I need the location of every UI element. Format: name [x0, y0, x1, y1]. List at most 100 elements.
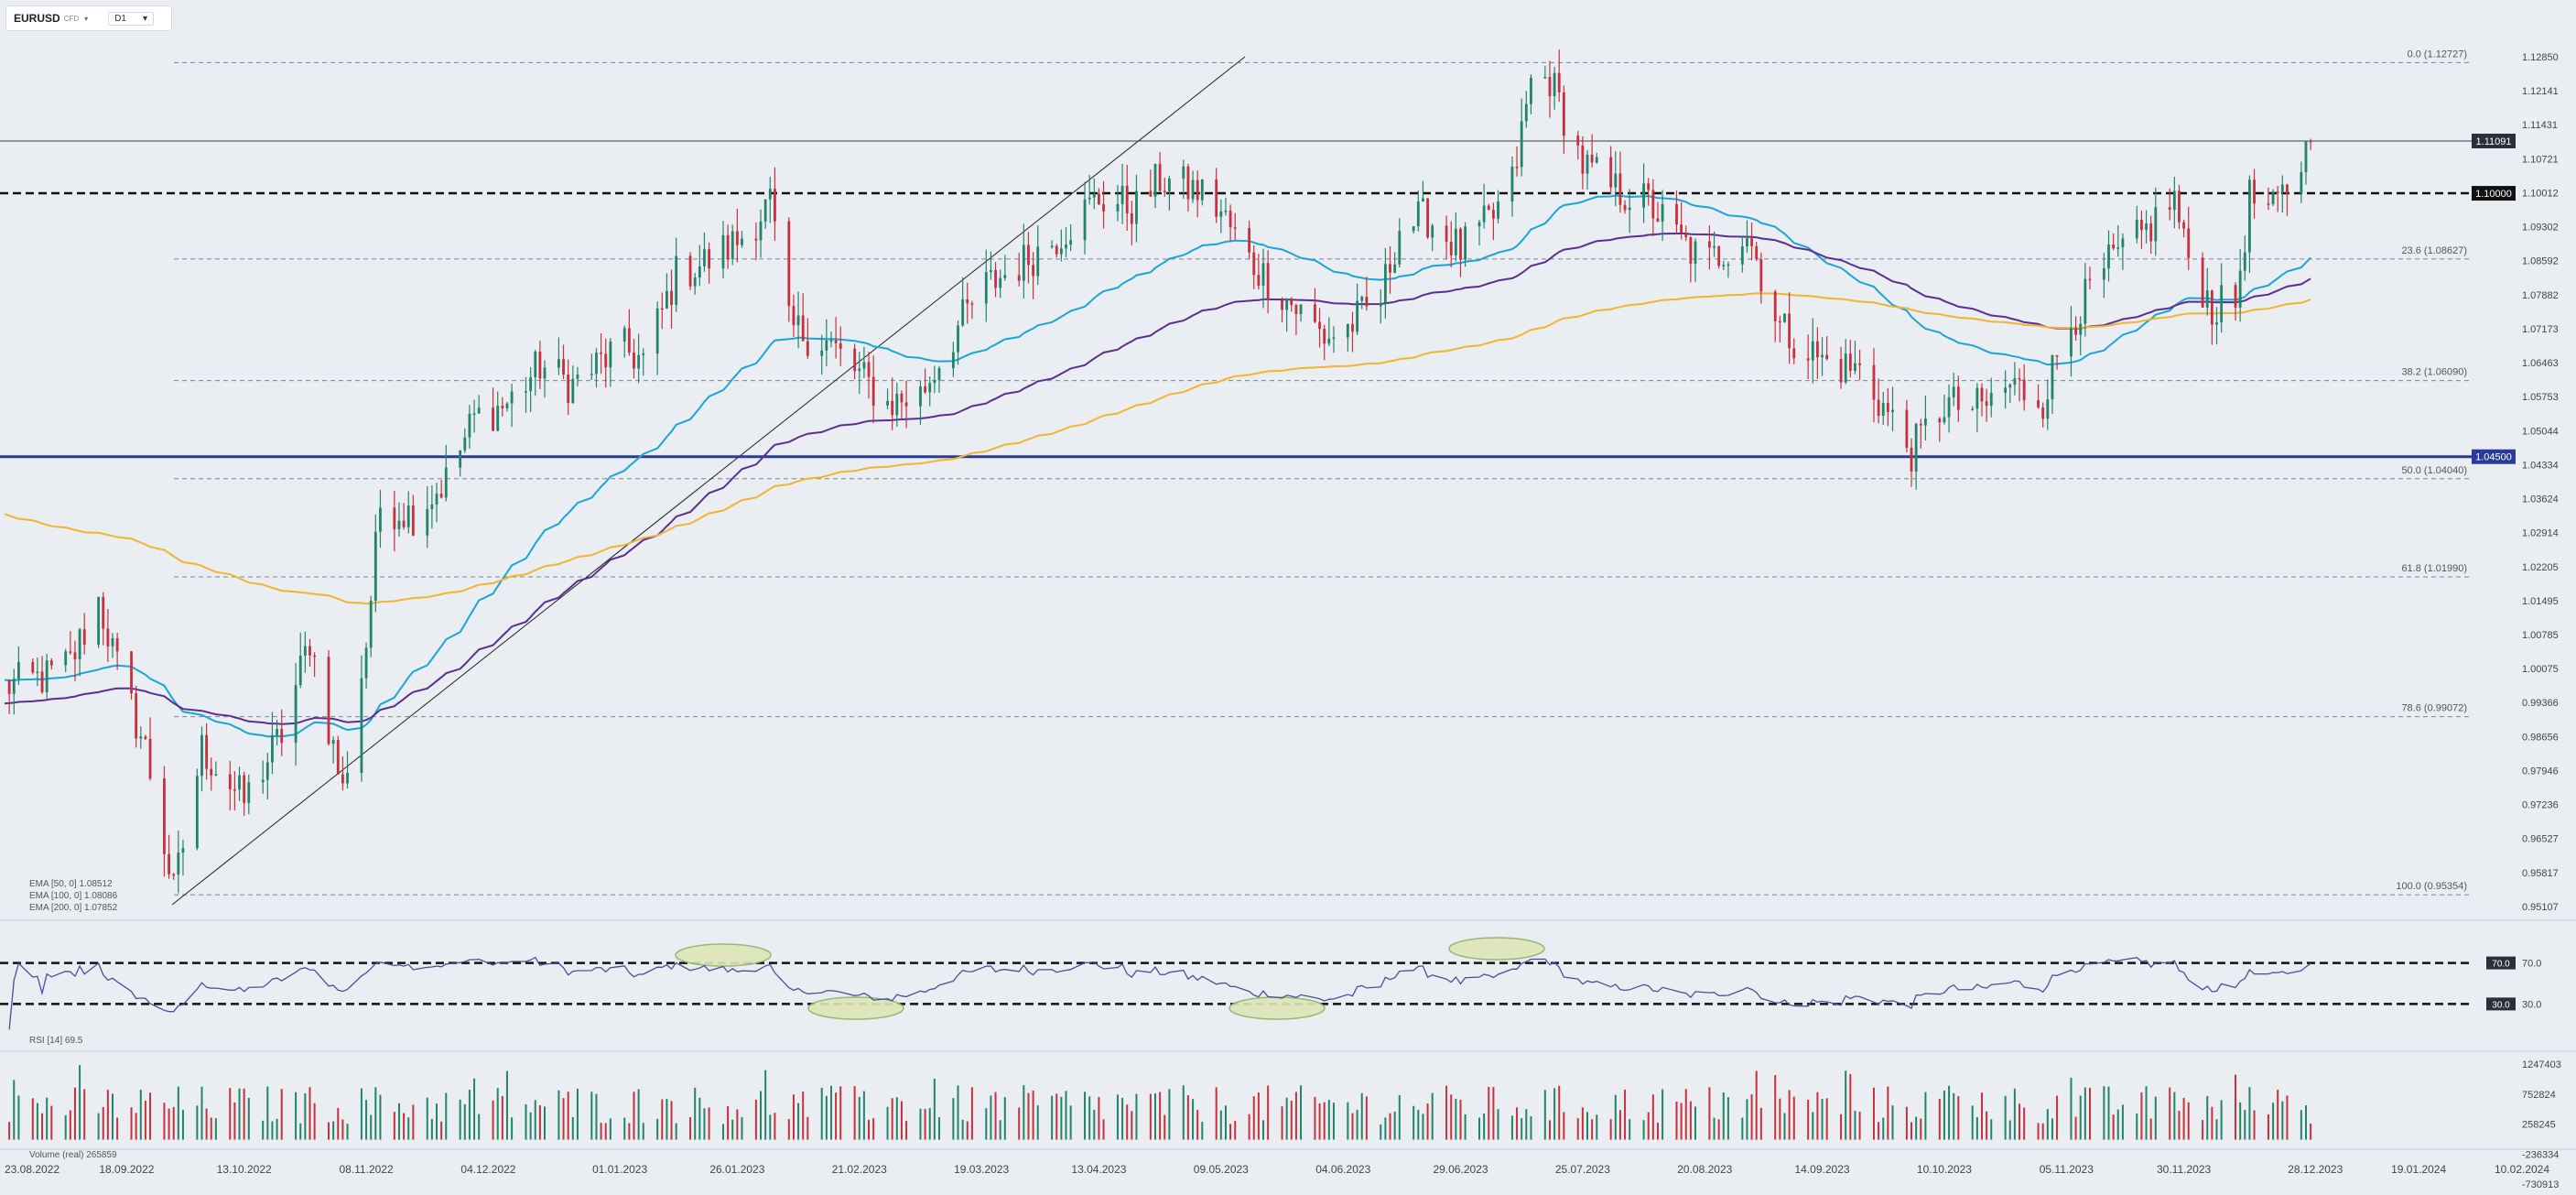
candle-body: [313, 655, 317, 657]
candle-body: [373, 531, 377, 601]
candle-body: [2004, 387, 2008, 393]
candle-body: [261, 779, 265, 783]
ema-50-line: [4, 194, 2311, 738]
candle-body: [759, 221, 763, 241]
candle-body: [2074, 328, 2078, 335]
candle-body: [369, 600, 373, 648]
fib-label: 38.2 (1.06090): [2401, 367, 2467, 378]
candle-body: [1422, 198, 1424, 202]
date-tick: 10.02.2024: [2495, 1163, 2549, 1176]
trend-line[interactable]: [171, 56, 1246, 906]
candle-body: [1614, 173, 1618, 188]
candle-body: [2037, 400, 2040, 407]
candle-body: [1356, 300, 1359, 332]
candle-body: [1642, 183, 1645, 208]
fibonacci-retracement[interactable]: 0.0 (1.12727) 23.6 (1.08627) 38.2 (1.06090…: [174, 49, 2472, 896]
candle-body: [294, 685, 298, 744]
candle-body: [1027, 244, 1030, 266]
candle-body: [1120, 185, 1124, 204]
candle-body: [801, 315, 805, 342]
candle-body: [595, 353, 598, 375]
candle-body: [919, 386, 922, 407]
candle-body: [1956, 386, 1960, 410]
candle-body: [895, 393, 899, 416]
candle-body: [1530, 77, 1532, 104]
symbol-name[interactable]: EURUSD: [14, 12, 60, 25]
candle-body: [1088, 197, 1091, 200]
candle-body: [2055, 354, 2059, 357]
candle-body: [459, 450, 462, 468]
candle-body: [1543, 77, 1547, 79]
candlesticks: [7, 49, 2312, 894]
candle-body: [463, 437, 467, 451]
candle-body: [721, 234, 725, 269]
candle-body: [970, 303, 974, 305]
date-axis[interactable]: 23.08.2022 18.09.2022 13.10.2022 08.11.2022…: [0, 1148, 2576, 1176]
candle-body: [2215, 321, 2218, 325]
candle-body: [496, 406, 500, 431]
candle-body: [1346, 323, 1349, 338]
candle-body: [853, 348, 857, 372]
price-axis[interactable]: 1.12850 1.12141 1.11431 1.10721 1.10012 1.093…: [2472, 52, 2559, 913]
candle-body: [1806, 358, 1810, 361]
candle-body: [1228, 210, 1232, 228]
candle-body: [1661, 203, 1664, 223]
price-tick: 1.00075: [2522, 664, 2559, 675]
candle-body: [40, 671, 44, 692]
candle-body: [346, 772, 349, 784]
fib-label: 61.8 (1.01990): [2401, 563, 2467, 574]
candle-body: [660, 308, 664, 310]
candle-body: [966, 299, 969, 304]
symbol-toolbar[interactable]: EURUSD CFD ▾ D1 ▾: [5, 5, 172, 31]
candle-body: [280, 729, 284, 744]
candle-body: [2172, 190, 2176, 211]
candle-body: [411, 505, 415, 536]
rsi-pane[interactable]: 70.0 70.0 30.0 30.0: [0, 919, 2576, 1030]
date-tick: 29.06.2023: [1433, 1163, 1488, 1176]
candle-body: [688, 255, 692, 287]
candle-body: [900, 393, 904, 403]
candle-body: [45, 660, 49, 692]
candle-body: [1947, 397, 1951, 418]
candle-body: [49, 660, 53, 666]
candle-body: [1858, 363, 1861, 365]
candle-body: [1149, 190, 1153, 197]
candle-body: [1497, 201, 1499, 219]
candle-body: [2201, 257, 2204, 308]
candle-body: [327, 657, 330, 744]
candle-body: [1191, 179, 1195, 200]
candle-body: [444, 467, 448, 498]
ema-100-line: [4, 233, 2311, 725]
candle-body: [2046, 399, 2050, 419]
candle-body: [571, 378, 575, 404]
candle-body: [1426, 198, 1429, 238]
candle-body: [1740, 245, 1744, 265]
candle-body: [106, 628, 110, 646]
date-tick: 30.11.2023: [2157, 1163, 2211, 1176]
candle-body: [1261, 263, 1265, 286]
rsi-level-tag-label: 70.0: [2492, 960, 2510, 970]
candle-body: [1431, 225, 1434, 238]
candle-body: [364, 647, 368, 679]
candle-body: [1815, 341, 1819, 358]
fib-label: 100.0 (0.95354): [2396, 881, 2467, 892]
volume-pane[interactable]: 1247403 752824 258245 -236334 -730913: [0, 1050, 2576, 1190]
candle-body: [205, 734, 209, 769]
candle-body: [622, 328, 626, 342]
price-tick: 1.12850: [2522, 52, 2559, 63]
horizontal-levels[interactable]: 1.10000 1.04500: [0, 140, 2516, 464]
indicator-legend: EMA [50, 0] 1.08512 EMA [100, 0] 1.08086…: [29, 879, 118, 1160]
candle-body: [1647, 183, 1651, 190]
candle-body: [2300, 171, 2303, 194]
candle-body: [891, 400, 894, 416]
symbol-dropdown-icon[interactable]: ▾: [84, 14, 89, 23]
candle-body: [1200, 179, 1204, 201]
candle-body: [633, 353, 635, 369]
candle-body: [78, 629, 81, 659]
candle-body: [693, 277, 697, 287]
price-tick: 1.10012: [2522, 188, 2559, 199]
candle-body: [834, 340, 838, 343]
fib-label: 0.0 (1.12727): [2408, 49, 2467, 60]
timeframe-select[interactable]: D1 ▾: [108, 11, 154, 26]
